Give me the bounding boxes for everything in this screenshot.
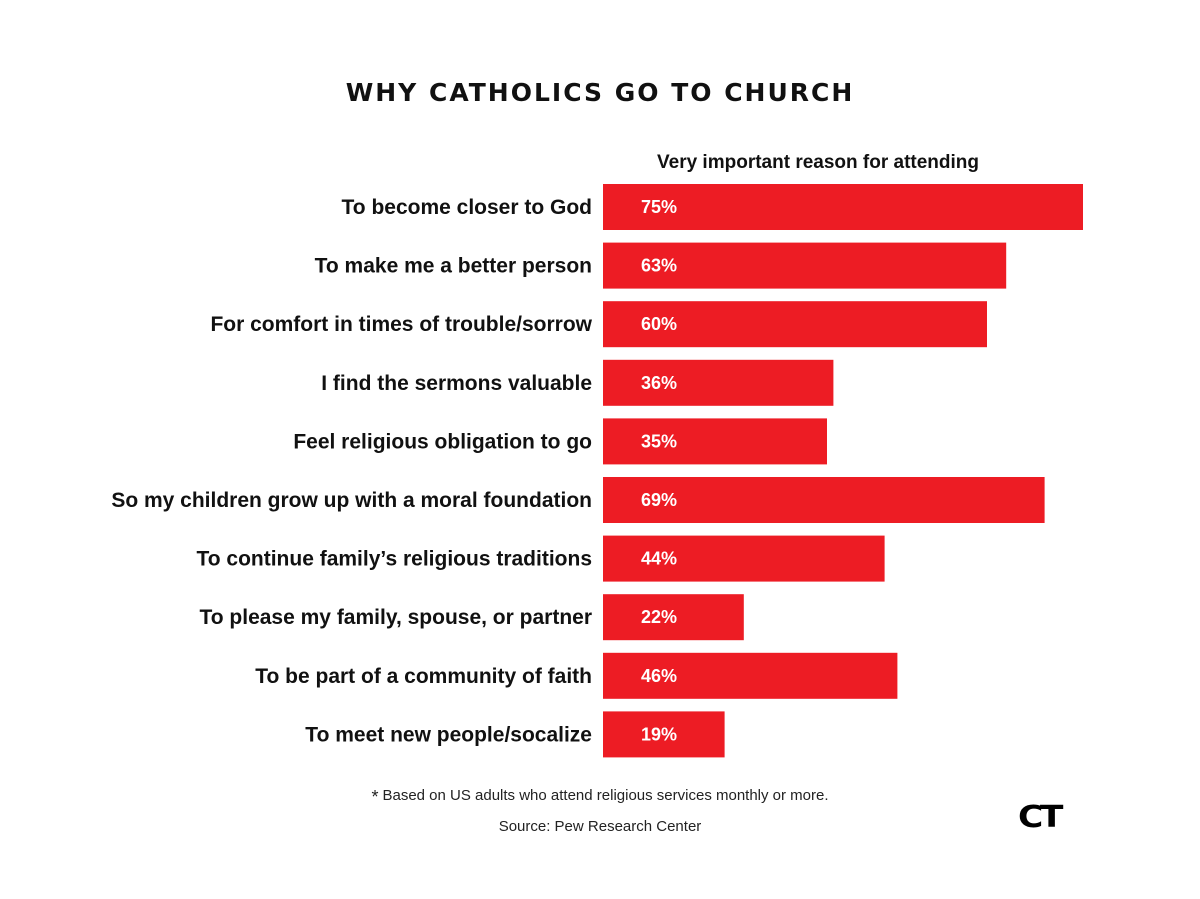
category-label-1: To become closer to God	[342, 196, 592, 219]
footnote-asterisk: *	[371, 787, 379, 807]
category-label-8: To please my family, spouse, or partner	[199, 606, 592, 629]
bar-6	[603, 477, 1045, 523]
value-label-7: 44%	[641, 549, 677, 569]
value-label-9: 46%	[641, 666, 677, 686]
bars	[603, 184, 1083, 758]
bar-9	[603, 652, 898, 699]
category-label-2: To make me a better person	[315, 255, 592, 278]
bar-10	[603, 711, 725, 758]
category-label-9: To be part of a community of faith	[255, 665, 592, 688]
value-label-4: 36%	[641, 373, 677, 393]
footnote-text: Based on US adults who attend religious …	[382, 787, 829, 804]
bar-2	[603, 242, 1007, 289]
category-labels: To become closer to God To make me a bett…	[111, 196, 592, 746]
bar-3	[603, 301, 987, 348]
bar-7	[603, 535, 885, 582]
source-note: Source: Pew Research Center	[498, 818, 702, 835]
bar-5	[603, 418, 827, 465]
footnote: * Based on US adults who attend religious…	[0, 787, 1200, 808]
ct-logo: CT	[1018, 800, 1063, 835]
chart-title: WHY CATHOLICS GO TO CHURCH	[345, 78, 855, 107]
value-label-8: 22%	[641, 607, 677, 627]
value-label-6: 69%	[641, 490, 677, 510]
category-label-7: To continue family’s religious tradition…	[196, 548, 592, 571]
value-labels: 75% 63% 60% 36% 35% 69% 44% 22% 46% 19%	[641, 197, 677, 744]
category-label-10: To meet new people/socalize	[305, 723, 592, 746]
category-label-5: Feel religious obligation to go	[293, 430, 592, 453]
category-label-6: So my children grow up with a moral foun…	[111, 489, 592, 512]
value-label-5: 35%	[641, 431, 677, 451]
value-label-3: 60%	[641, 314, 677, 334]
category-label-3: For comfort in times of trouble/sorrow	[210, 313, 592, 336]
value-label-10: 19%	[641, 724, 677, 744]
value-label-1: 75%	[641, 197, 677, 217]
bar-8	[603, 594, 744, 641]
category-label-4: I find the sermons valuable	[321, 372, 592, 395]
bar-1	[603, 184, 1083, 230]
bar-4	[603, 359, 834, 406]
chart-subtitle: Very important reason for attending	[657, 152, 979, 173]
value-label-2: 63%	[641, 256, 677, 276]
